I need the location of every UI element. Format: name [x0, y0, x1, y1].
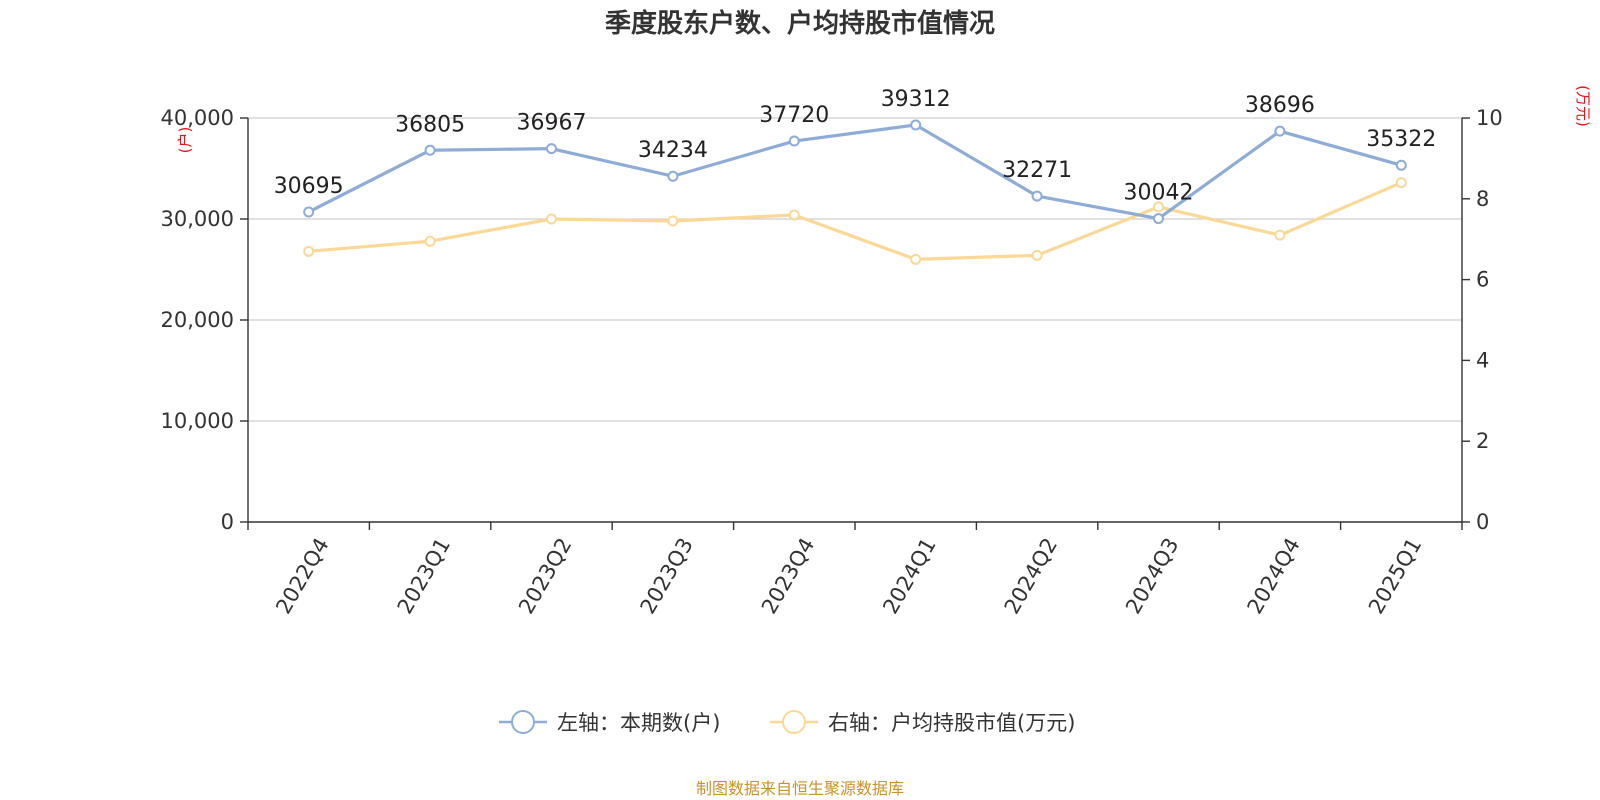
grid-lines: [248, 117, 1462, 422]
axes: (户) (万元) 0 10,000 20,000 30,000 40,000 0 2 4 6 8 1…: [161, 85, 1592, 618]
data-label: 34234: [638, 138, 708, 163]
data-label: 30042: [1124, 181, 1194, 206]
data-point-holders: [910, 119, 922, 131]
x-axis-tick-label: 2024Q4: [1243, 534, 1305, 618]
right-axis-tick-label: 4: [1476, 348, 1489, 372]
data-point-avg-value: [1274, 229, 1286, 241]
data-labels: 30695 36805 36967 34234 37720 39312 32271 30042…: [274, 87, 1437, 206]
x-axis-tick-label: 2023Q2: [514, 534, 576, 618]
legend-circle-icon: [782, 710, 806, 734]
data-label: 32271: [1002, 158, 1072, 183]
right-axis-tick-label: 6: [1476, 268, 1489, 292]
x-axis-tick-label: 2025Q1: [1364, 534, 1426, 618]
data-point-avg-value: [546, 213, 557, 225]
left-axis-unit: (户): [176, 127, 194, 154]
legend[interactable]: 左轴：本期数(户) 右轴：户均持股市值(万元): [499, 710, 1075, 735]
data-point-holders: [424, 144, 436, 156]
data-label: 30695: [274, 174, 344, 199]
data-point-avg-value: [424, 235, 436, 247]
data-label: 37720: [759, 103, 829, 128]
legend-item[interactable]: 左轴：本期数(户): [499, 710, 720, 735]
data-label: 36967: [517, 111, 587, 136]
data-point-avg-value: [1395, 177, 1407, 189]
right-axis-tick-label: 10: [1476, 106, 1503, 130]
x-axis-tick-label: 2024Q1: [878, 534, 940, 618]
data-point-avg-value: [1153, 201, 1164, 213]
left-axis-tick-label: 40,000: [161, 106, 234, 130]
series-line-avg-value: [308, 181, 1402, 261]
data-point-holders: [546, 143, 557, 155]
data-point-holders: [788, 135, 800, 147]
data-point-holders: [667, 170, 679, 182]
legend-label: 右轴：户均持股市值(万元): [828, 711, 1075, 735]
data-point-holders: [1153, 213, 1164, 225]
data-label: 35322: [1366, 127, 1436, 152]
x-axis-tick-label: 2023Q3: [636, 534, 698, 618]
data-point-holders: [1031, 190, 1043, 202]
data-source-note: 制图数据来自恒生聚源数据库: [696, 779, 904, 798]
x-axis-tick-label: 2023Q1: [393, 534, 455, 618]
data-point-avg-value: [303, 245, 315, 257]
right-axis-tick-label: 2: [1476, 429, 1489, 453]
right-axis-unit: (万元): [1574, 85, 1592, 127]
x-axis-tick-label: 2024Q2: [1000, 534, 1062, 618]
data-point-avg-value: [788, 209, 800, 221]
data-point-avg-value: [667, 215, 679, 227]
legend-circle-icon: [511, 710, 535, 734]
data-point-holders: [1274, 125, 1286, 137]
left-axis-tick-label: 20,000: [161, 308, 234, 332]
series: [303, 119, 1407, 265]
x-axis-tick-label: 2023Q4: [757, 534, 819, 618]
left-axis-tick-label: 30,000: [161, 207, 234, 231]
legend-item[interactable]: 右轴：户均持股市值(万元): [770, 710, 1075, 735]
x-axis-tick-label: 2022Q4: [271, 534, 333, 618]
data-point-holders: [303, 206, 315, 218]
right-axis-tick-label: 0: [1476, 510, 1489, 534]
chart-title: 季度股东户数、户均持股市值情况: [605, 8, 995, 39]
legend-label: 左轴：本期数(户): [557, 711, 720, 735]
right-axis-tick-label: 8: [1476, 187, 1489, 211]
data-label: 39312: [881, 87, 951, 112]
data-point-avg-value: [910, 253, 922, 265]
data-label: 36805: [395, 112, 465, 137]
data-label: 38696: [1245, 93, 1315, 118]
left-axis-tick-label: 10,000: [161, 409, 234, 433]
data-point-holders: [1395, 159, 1407, 171]
left-axis-tick-label: 0: [221, 510, 234, 534]
data-point-avg-value: [1031, 249, 1043, 261]
series-line-holders: [307, 123, 1402, 221]
x-axis-tick-label: 2024Q3: [1121, 534, 1183, 618]
